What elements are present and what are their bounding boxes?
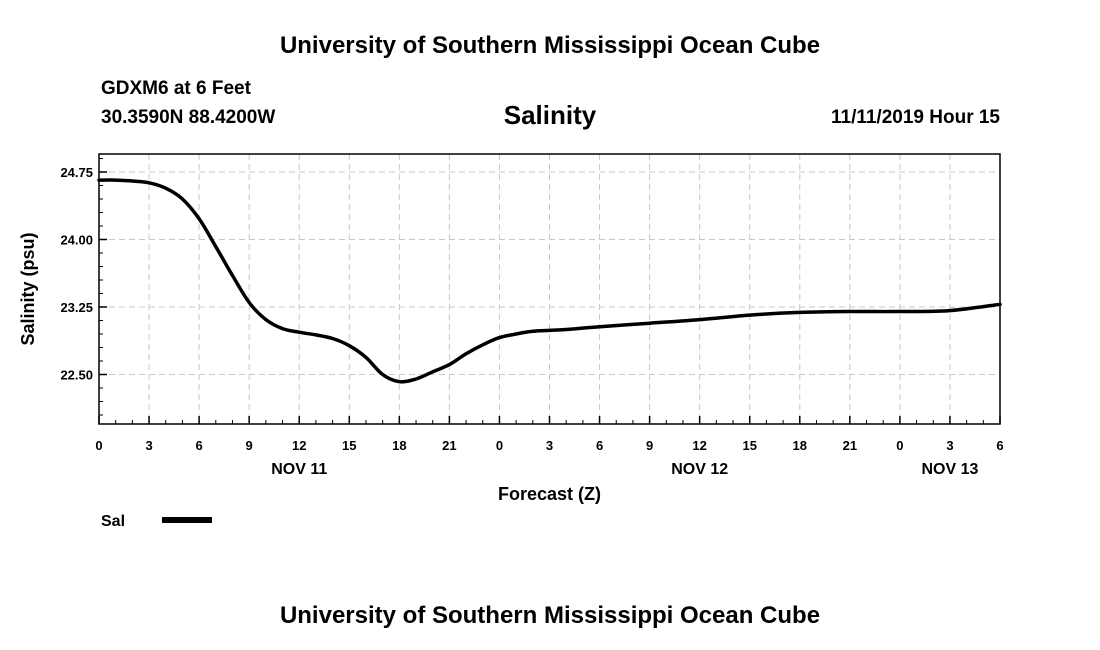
coordinates-label: 30.3590N 88.4200W xyxy=(101,107,276,128)
x-tick-label: 18 xyxy=(392,438,406,453)
y-axis-label: Salinity (psu) xyxy=(18,232,38,345)
x-axis-label: Forecast (Z) xyxy=(498,484,601,504)
y-tick-label: 22.50 xyxy=(60,368,93,383)
x-tick-label: 12 xyxy=(692,438,706,453)
station-label: GDXM6 at 6 Feet xyxy=(101,78,251,99)
axis-ticks: 24.75 24.00 23.25 22.50 0 3 6 9 12 15 18 21 0 3 6 9 12 15… xyxy=(60,158,1004,478)
x-tick-label: 15 xyxy=(742,438,756,453)
x-tick-label: 3 xyxy=(546,438,553,453)
chart-title: Salinity xyxy=(503,100,597,130)
top-title: University of Southern Mississippi Ocean… xyxy=(279,32,821,59)
date-label: NOV 13 xyxy=(921,461,978,478)
x-tick-label: 21 xyxy=(843,438,857,453)
series-line-sal xyxy=(97,178,1002,384)
grid xyxy=(99,154,1000,424)
x-tick-label: 12 xyxy=(292,438,306,453)
legend-label-sal: Sal xyxy=(101,513,125,530)
x-tick-label: 0 xyxy=(496,438,503,453)
x-tick-label: 3 xyxy=(145,438,152,453)
date-label: NOV 12 xyxy=(671,461,728,478)
x-tick-label: 9 xyxy=(646,438,653,453)
x-tick-label: 21 xyxy=(442,438,456,453)
x-tick-label: 18 xyxy=(793,438,807,453)
datetime-label: 11/11/2019 Hour 15 xyxy=(830,107,1000,128)
y-tick-label: 24.00 xyxy=(60,233,93,248)
y-tick-label: 23.25 xyxy=(60,300,93,315)
x-tick-label: 6 xyxy=(996,438,1003,453)
x-tick-label: 6 xyxy=(596,438,603,453)
date-label: NOV 11 xyxy=(271,461,327,478)
x-tick-label: 6 xyxy=(195,438,202,453)
y-tick-label: 24.75 xyxy=(60,165,93,180)
x-tick-label: 0 xyxy=(896,438,903,453)
x-tick-label: 3 xyxy=(946,438,953,453)
x-tick-label: 0 xyxy=(95,438,102,453)
x-tick-label: 9 xyxy=(246,438,253,453)
x-tick-label: 15 xyxy=(342,438,356,453)
bottom-title: University of Southern Mississippi Ocean… xyxy=(279,602,821,629)
